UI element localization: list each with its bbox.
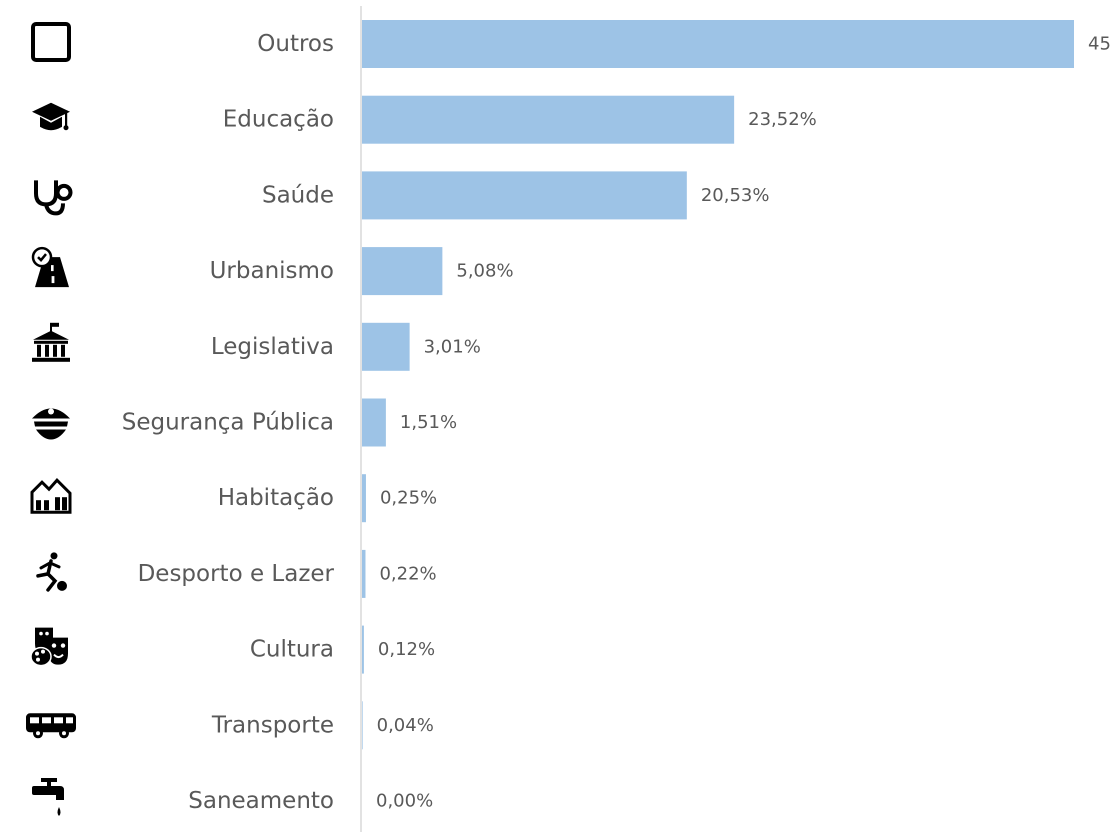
data-label-outros: 45 xyxy=(1088,34,1111,55)
football-player-icon xyxy=(36,552,67,592)
graduation-cap-icon xyxy=(32,102,70,131)
bar-outros xyxy=(362,20,1074,68)
bar-transporte xyxy=(362,701,363,750)
bars-group xyxy=(362,20,1074,750)
category-label-seguranca-publica: Segurança Pública xyxy=(122,410,334,436)
water-tap-icon xyxy=(32,778,64,816)
data-label-transporte: 0,04% xyxy=(377,715,434,736)
bar-urbanismo xyxy=(362,247,443,296)
category-label-educacao: Educação xyxy=(223,107,334,133)
data-label-saneamento: 0,00% xyxy=(376,791,433,812)
bar-cultura xyxy=(362,625,364,674)
data-label-cultura: 0,12% xyxy=(378,639,435,660)
data-label-seguranca-publica: 1,51% xyxy=(400,412,457,433)
category-label-legislativa: Legislativa xyxy=(211,334,334,360)
data-label-habitacao: 0,25% xyxy=(380,488,437,509)
data-label-educacao: 23,52% xyxy=(748,109,817,130)
bar-seguranca-publica xyxy=(362,398,386,447)
data-labels-group: 45 23,52% 20,53% 5,08% 3,01% 1,51% 0,25% 0,22% 0… xyxy=(376,34,1111,812)
road-check-icon xyxy=(31,246,69,288)
category-label-urbanismo: Urbanismo xyxy=(210,258,334,284)
data-label-desporto-e-lazer: 0,22% xyxy=(379,563,436,584)
category-label-outros: Outros xyxy=(257,31,334,57)
bar-habitacao xyxy=(362,474,366,523)
category-label-transporte: Transporte xyxy=(211,712,334,738)
government-building-icon xyxy=(32,322,70,362)
bar-educacao xyxy=(362,95,735,144)
category-labels-group: Outros Educação Saúde Urbanismo Legislativa S… xyxy=(122,31,335,814)
bus-icon xyxy=(26,713,76,739)
theater-masks-palette-icon xyxy=(30,627,68,667)
category-label-habitacao: Habitação xyxy=(218,485,334,511)
bar-desporto-e-lazer xyxy=(362,549,366,598)
houses-icon xyxy=(30,478,72,514)
category-label-desporto-e-lazer: Desporto e Lazer xyxy=(138,561,335,587)
data-label-legislativa: 3,01% xyxy=(424,336,481,357)
bar-saude xyxy=(362,171,687,220)
category-label-cultura: Cultura xyxy=(250,637,334,663)
bar-legislativa xyxy=(362,322,410,371)
square-outline-icon xyxy=(31,22,71,62)
category-icons-group xyxy=(26,22,76,816)
category-label-saude: Saúde xyxy=(262,182,334,208)
stethoscope-icon xyxy=(34,180,73,216)
data-label-urbanismo: 5,08% xyxy=(456,261,513,282)
category-label-saneamento: Saneamento xyxy=(188,788,334,814)
police-cap-icon xyxy=(32,408,70,440)
data-label-saude: 20,53% xyxy=(701,185,770,206)
